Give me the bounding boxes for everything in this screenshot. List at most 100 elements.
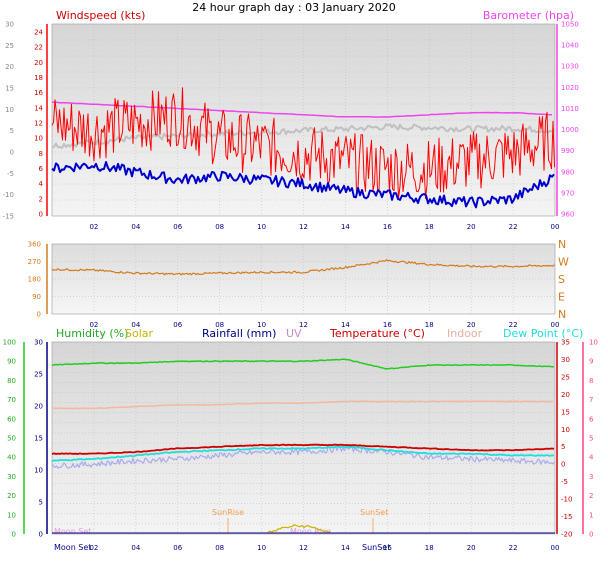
x-tick-label: 14	[341, 223, 350, 231]
humidity-tick-label: 40	[7, 454, 16, 462]
wind-tick-label: 4	[39, 180, 44, 188]
dir-tick-label: 180	[28, 276, 41, 284]
outer-tick-label: -10	[3, 191, 14, 199]
dir-tick-label: 0	[37, 311, 41, 319]
rain-tick-label: 25	[34, 371, 43, 379]
x-tick-label: 20	[467, 321, 476, 329]
temp-tick-label: -15	[561, 513, 572, 521]
legend-temperature: Temperature (°C)	[329, 327, 425, 340]
humidity-tick-label: 30	[7, 473, 16, 481]
humidity-tick-label: 70	[7, 396, 16, 404]
x-tick-label: 14	[341, 321, 350, 329]
wind-tick-label: 12	[34, 120, 43, 128]
humidity-tick-label: 20	[7, 492, 16, 500]
compass-label: S	[558, 273, 565, 286]
outer-tick-label: 10	[5, 106, 14, 114]
x-tick-label: 20	[467, 223, 476, 231]
legend-humidity: Humidity (%)	[56, 327, 128, 340]
x-tick-label: 02	[89, 544, 98, 552]
temp-tick-label: 35	[561, 339, 570, 347]
wind-tick-label: 6	[39, 165, 44, 173]
sunset-label: SunSet	[360, 508, 388, 517]
compass-label: W	[558, 256, 569, 269]
x-tick-label: 00	[551, 321, 560, 329]
rain-tick-label: 10	[34, 467, 43, 475]
x-tick-label: 04	[131, 544, 140, 552]
wind-tick-label: 22	[34, 44, 43, 52]
wind-tick-label: 8	[39, 150, 43, 158]
x-tick-label: 08	[215, 544, 224, 552]
wind-tick-label: 20	[34, 59, 43, 67]
outer-tick-label: 5	[10, 127, 14, 135]
outer-tick-label: 20	[5, 63, 14, 71]
humidity-tick-label: 100	[3, 339, 16, 347]
humidity-tick-label: 80	[7, 377, 16, 385]
x-tick-label: 22	[509, 223, 518, 231]
temp-tick-label: 0	[561, 461, 565, 469]
x-tick-label: 02	[89, 321, 98, 329]
x-tick-label: 10	[257, 544, 266, 552]
baro-tick-label: 1030	[561, 63, 579, 71]
compass-label: E	[558, 291, 565, 304]
x-tick-label: 08	[215, 223, 224, 231]
humidity-tick-label: 50	[7, 435, 16, 443]
compass-label: N	[558, 238, 566, 251]
x-tick-label: 06	[173, 223, 182, 231]
wind-tick-label: 14	[34, 104, 43, 112]
temp-tick-label: 5	[561, 443, 565, 451]
compass-label: N	[558, 308, 566, 321]
x-tick-label: 20	[467, 544, 476, 552]
temp-panel-ticks: 1009080706050403020100302520151050353025…	[3, 339, 598, 553]
x-tick-label: 12	[299, 223, 308, 231]
legend-rainfall: Rainfall (mm)	[202, 327, 276, 340]
baro-tick-label: 1000	[561, 126, 579, 134]
baro-tick-label: 1040	[561, 42, 579, 50]
dir-tick-label: 270	[28, 258, 41, 266]
temp-tick-label: 10	[561, 426, 570, 434]
humidity-tick-label: 10	[7, 511, 16, 519]
outer-tick-label: 25	[5, 42, 14, 50]
dir-tick-label: 90	[32, 293, 41, 301]
uv-tick-label: 2	[589, 492, 593, 500]
x-tick-label: 06	[173, 544, 182, 552]
solar-line	[267, 524, 331, 533]
x-tick-label: 18	[425, 321, 434, 329]
x-tick-label: 00	[551, 223, 560, 231]
outer-tick-label: 15	[5, 85, 14, 93]
legend-uv: UV	[286, 327, 302, 340]
wind-tick-label: 10	[34, 135, 43, 143]
indoor-humidity-line	[51, 123, 555, 149]
humidity-tick-label: 90	[7, 358, 16, 366]
indoor-temp-line	[51, 400, 554, 410]
sunrise-label: SunRise	[212, 508, 244, 517]
humidity-tick-label: 0	[12, 531, 16, 539]
uv-tick-label: 4	[589, 454, 594, 462]
x-tick-label: 14	[341, 544, 350, 552]
outer-tick-label: -15	[3, 213, 14, 221]
x-tick-label: 18	[425, 223, 434, 231]
moonset-axis-label: Moon Set	[54, 543, 91, 552]
humidity-line	[51, 358, 555, 370]
temp-tick-label: 15	[561, 408, 570, 416]
x-tick-label: 16	[383, 223, 392, 231]
x-tick-label: 22	[509, 544, 518, 552]
wind-direction-line	[51, 259, 555, 276]
outer-tick-label: 30	[5, 21, 14, 29]
wind-tick-label: 16	[34, 89, 43, 97]
uv-tick-label: 7	[589, 396, 593, 404]
uv-tick-label: 5	[589, 435, 593, 443]
baro-tick-label: 1020	[561, 84, 579, 92]
wind-tick-label: 18	[34, 74, 43, 82]
x-tick-label: 02	[89, 223, 98, 231]
legend-dewpoint: Dew Point (°C)	[503, 327, 583, 340]
moonrise-inner-label: Moon Rise	[290, 527, 331, 536]
uv-tick-label: 10	[589, 339, 598, 347]
outer-tick-label: -5	[7, 170, 14, 178]
dewpoint-dark-line	[51, 161, 555, 209]
wind-panel-ticks: 242220181614121086420302520151050-5-10-1…	[3, 21, 579, 232]
temp-tick-label: -5	[561, 478, 568, 486]
sunset-axis-label: SunSet	[362, 543, 390, 552]
x-tick-label: 12	[299, 544, 308, 552]
x-tick-label: 12	[299, 321, 308, 329]
